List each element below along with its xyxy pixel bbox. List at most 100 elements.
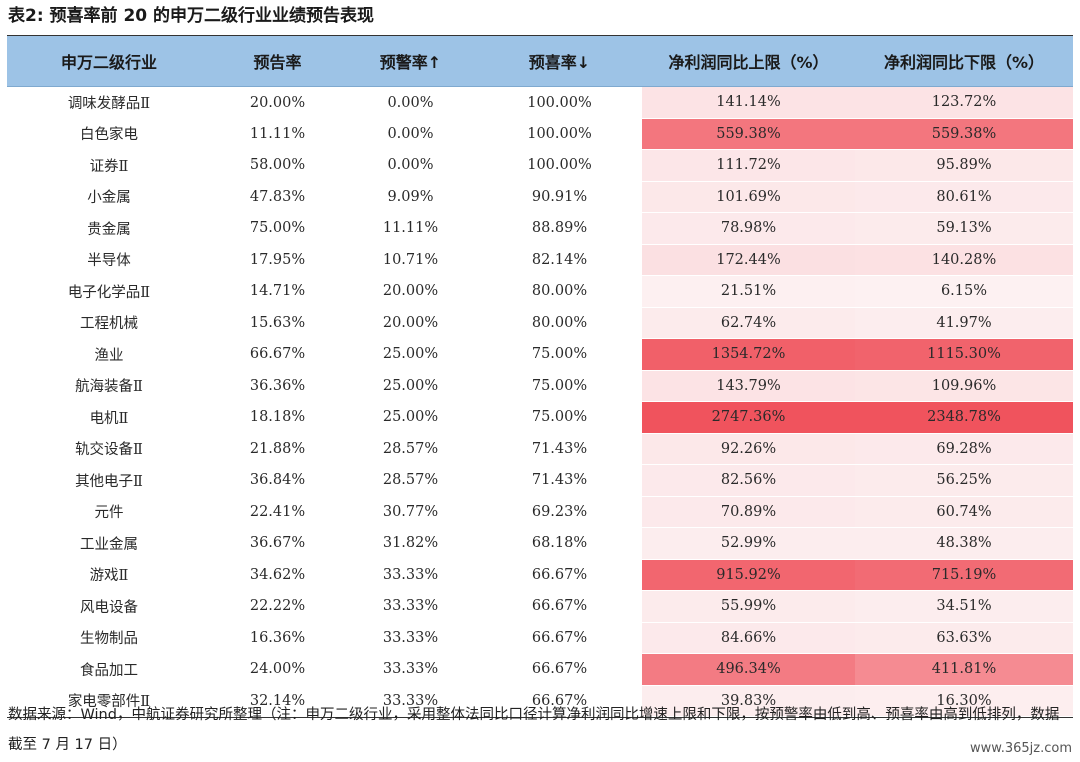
cell-industry: 证券Ⅱ bbox=[89, 158, 129, 175]
cell-profit-upper: 1354.72% bbox=[642, 338, 855, 371]
cell-industry: 风电设备 bbox=[80, 599, 138, 616]
cell-warning-rate: 20.00% bbox=[382, 314, 439, 331]
cell-profit-upper: 21.51% bbox=[642, 275, 855, 308]
cell-positive-rate: 66.67% bbox=[531, 566, 588, 583]
cell-profit-upper: 55.99% bbox=[642, 590, 855, 623]
cell-forecast-rate: 18.18% bbox=[249, 409, 306, 426]
cell-profit-lower: 80.61% bbox=[855, 181, 1073, 213]
table-row: 生物制品 16.36% 33.33% 66.67% 84.66% 63.63% bbox=[7, 622, 1073, 654]
cell-profit-lower: 1115.30% bbox=[855, 338, 1073, 371]
performance-table: 申万二级行业 预告率 预警率↑ 预喜率↓ 净利润同比上限（%） 净利润同比下限（… bbox=[7, 35, 1073, 718]
cell-positive-rate: 100.00% bbox=[527, 157, 592, 174]
watermark: www.365jz.com bbox=[970, 741, 1072, 756]
table-row: 元件 22.41% 30.77% 69.23% 70.89% 60.74% bbox=[7, 496, 1073, 528]
cell-profit-upper: 52.99% bbox=[642, 527, 855, 560]
header-profit-lower: 净利润同比下限（%） bbox=[855, 36, 1073, 87]
cell-positive-rate: 66.67% bbox=[531, 598, 588, 615]
header-industry: 申万二级行业 bbox=[7, 36, 211, 87]
header-row: 申万二级行业 预告率 预警率↑ 预喜率↓ 净利润同比上限（%） 净利润同比下限（… bbox=[7, 36, 1073, 87]
cell-profit-lower: 69.28% bbox=[855, 433, 1073, 465]
cell-profit-upper: 111.72% bbox=[642, 149, 855, 182]
cell-warning-rate: 33.33% bbox=[382, 661, 439, 678]
cell-positive-rate: 66.67% bbox=[531, 661, 588, 678]
cell-positive-rate: 80.00% bbox=[531, 314, 588, 331]
cell-profit-lower: 48.38% bbox=[855, 527, 1073, 560]
source-note: 数据来源：Wind，中航证券研究所整理（注：申万二级行业，采用整体法同比口径计算… bbox=[8, 707, 1060, 753]
table-row: 小金属 47.83% 9.09% 90.91% 101.69% 80.61% bbox=[7, 181, 1073, 213]
table-row: 证券Ⅱ 58.00% 0.00% 100.00% 111.72% 95.89% bbox=[7, 149, 1073, 182]
cell-profit-lower: 123.72% bbox=[855, 86, 1073, 119]
cell-forecast-rate: 22.41% bbox=[249, 503, 306, 520]
table-row: 电机Ⅱ 18.18% 25.00% 75.00% 2747.36% 2348.78% bbox=[7, 401, 1073, 434]
cell-warning-rate: 10.71% bbox=[382, 251, 439, 268]
cell-industry: 小金属 bbox=[87, 190, 131, 207]
cell-warning-rate: 31.82% bbox=[382, 535, 439, 552]
cell-profit-lower: 411.81% bbox=[855, 653, 1073, 686]
cell-industry: 其他电子Ⅱ bbox=[75, 473, 143, 490]
cell-positive-rate: 75.00% bbox=[531, 377, 588, 394]
cell-industry: 家电零部件Ⅱ bbox=[67, 694, 151, 711]
cell-profit-upper: 559.38% bbox=[642, 118, 855, 150]
cell-profit-lower: 559.38% bbox=[855, 118, 1073, 150]
cell-industry: 轨交设备Ⅱ bbox=[75, 442, 143, 459]
cell-warning-rate: 28.57% bbox=[382, 472, 439, 489]
header-warning-rate: 预警率↑ bbox=[344, 36, 477, 87]
cell-profit-lower: 6.15% bbox=[855, 275, 1073, 308]
cell-profit-upper: 78.98% bbox=[642, 212, 855, 245]
cell-forecast-rate: 21.88% bbox=[249, 440, 306, 457]
cell-forecast-rate: 75.00% bbox=[249, 220, 306, 237]
cell-warning-rate: 0.00% bbox=[387, 157, 434, 174]
cell-profit-lower: 59.13% bbox=[855, 212, 1073, 245]
cell-warning-rate: 11.11% bbox=[382, 220, 439, 237]
table-row: 白色家电 11.11% 0.00% 100.00% 559.38% 559.38% bbox=[7, 118, 1073, 150]
cell-forecast-rate: 15.63% bbox=[249, 314, 306, 331]
cell-profit-lower: 2348.78% bbox=[855, 401, 1073, 434]
cell-forecast-rate: 11.11% bbox=[249, 125, 306, 142]
cell-industry: 渔业 bbox=[94, 347, 124, 364]
table-row: 航海装备Ⅱ 36.36% 25.00% 75.00% 143.79% 109.96% bbox=[7, 370, 1073, 402]
table-row: 风电设备 22.22% 33.33% 66.67% 55.99% 34.51% bbox=[7, 590, 1073, 623]
cell-profit-lower: 60.74% bbox=[855, 496, 1073, 528]
cell-warning-rate: 25.00% bbox=[382, 409, 439, 426]
cell-warning-rate: 20.00% bbox=[382, 283, 439, 300]
cell-profit-upper: 141.14% bbox=[642, 86, 855, 119]
table-row: 家电零部件Ⅱ 32.14% 33.33% 66.67% 39.83% 16.30% bbox=[7, 685, 1073, 717]
table-row: 轨交设备Ⅱ 21.88% 28.57% 71.43% 92.26% 69.28% bbox=[7, 433, 1073, 465]
cell-positive-rate: 68.18% bbox=[531, 535, 588, 552]
cell-profit-upper: 82.56% bbox=[642, 464, 855, 497]
cell-positive-rate: 75.00% bbox=[531, 346, 588, 363]
cell-profit-upper: 39.83% bbox=[642, 685, 855, 717]
cell-forecast-rate: 36.36% bbox=[249, 377, 306, 394]
cell-industry: 半导体 bbox=[87, 253, 131, 270]
cell-positive-rate: 100.00% bbox=[527, 94, 592, 111]
cell-profit-lower: 715.19% bbox=[855, 559, 1073, 591]
cell-profit-upper: 172.44% bbox=[642, 244, 855, 276]
table-title: 表2: 预喜率前 20 的申万二级行业业绩预告表现 bbox=[8, 6, 375, 26]
cell-profit-lower: 63.63% bbox=[855, 622, 1073, 654]
cell-positive-rate: 71.43% bbox=[531, 440, 588, 457]
cell-warning-rate: 0.00% bbox=[387, 94, 434, 111]
table-row: 调味发酵品Ⅱ 20.00% 0.00% 100.00% 141.14% 123.72% bbox=[7, 86, 1073, 119]
cell-profit-upper: 84.66% bbox=[642, 622, 855, 654]
cell-profit-upper: 915.92% bbox=[642, 559, 855, 591]
cell-positive-rate: 82.14% bbox=[531, 251, 588, 268]
cell-industry: 工业金属 bbox=[80, 536, 138, 553]
cell-positive-rate: 71.43% bbox=[531, 472, 588, 489]
cell-forecast-rate: 22.22% bbox=[249, 598, 306, 615]
cell-profit-lower: 16.30% bbox=[855, 685, 1073, 717]
cell-industry: 工程机械 bbox=[80, 316, 138, 333]
cell-forecast-rate: 32.14% bbox=[249, 692, 306, 709]
cell-forecast-rate: 24.00% bbox=[249, 661, 306, 678]
header-forecast-rate: 预告率 bbox=[211, 36, 344, 87]
cell-industry: 贵金属 bbox=[87, 221, 131, 238]
table-row: 其他电子Ⅱ 36.84% 28.57% 71.43% 82.56% 56.25% bbox=[7, 464, 1073, 497]
cell-industry: 生物制品 bbox=[80, 631, 138, 648]
cell-positive-rate: 80.00% bbox=[531, 283, 588, 300]
cell-positive-rate: 100.00% bbox=[527, 125, 592, 142]
cell-forecast-rate: 36.67% bbox=[249, 535, 306, 552]
cell-profit-upper: 2747.36% bbox=[642, 401, 855, 434]
cell-positive-rate: 75.00% bbox=[531, 409, 588, 426]
cell-warning-rate: 33.33% bbox=[382, 629, 439, 646]
cell-profit-upper: 143.79% bbox=[642, 370, 855, 402]
cell-profit-upper: 101.69% bbox=[642, 181, 855, 213]
